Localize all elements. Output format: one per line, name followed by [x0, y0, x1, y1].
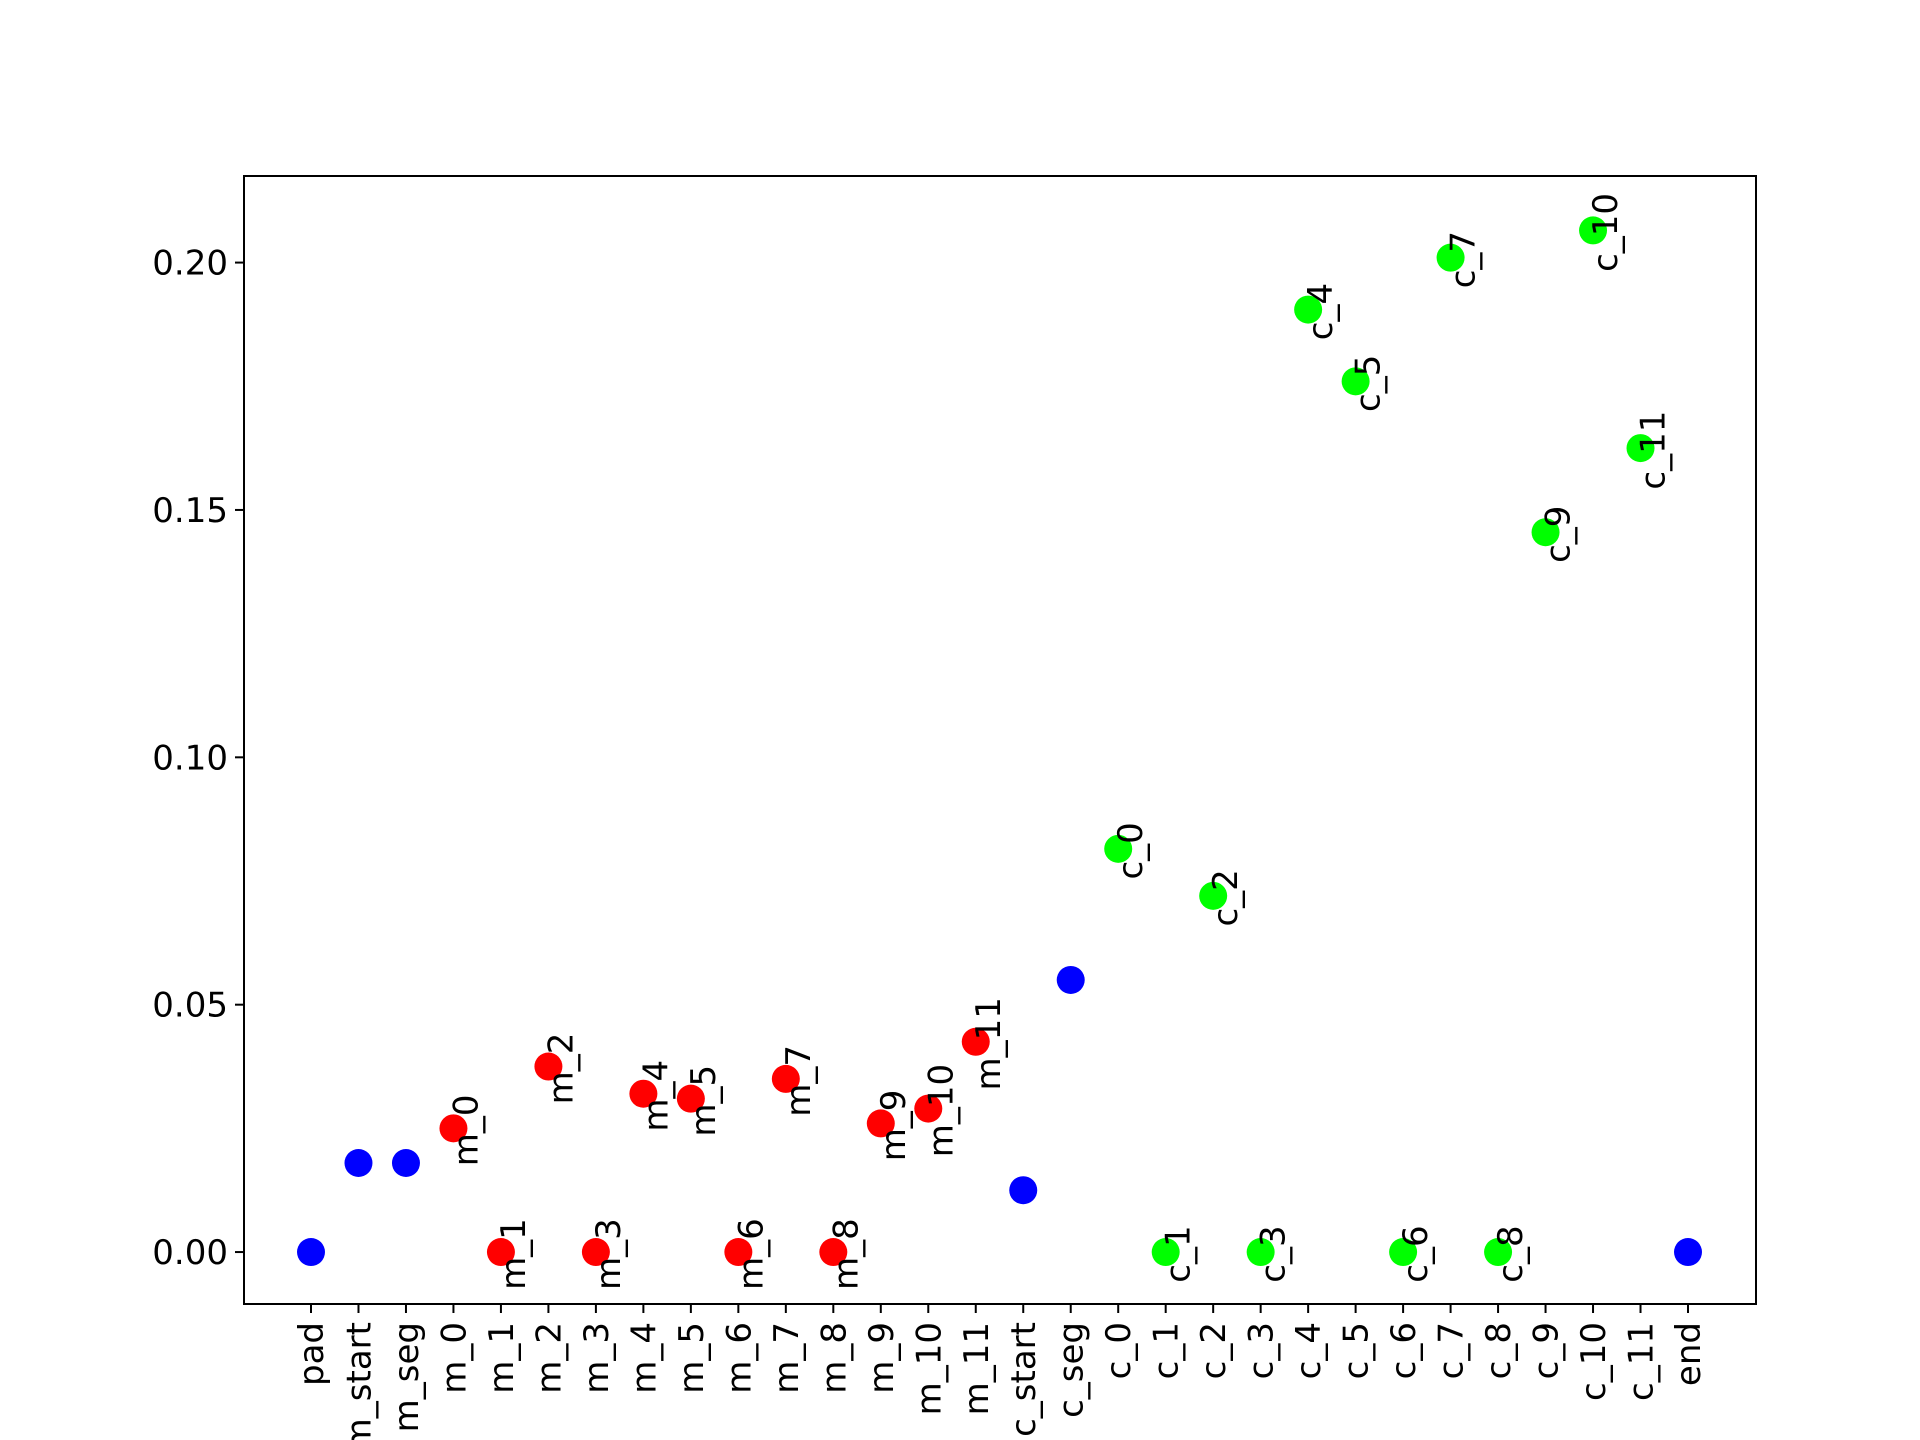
- data-point-m_2: [534, 1052, 563, 1081]
- point-label-m_11: m_11: [969, 997, 1009, 1090]
- point-label-c_9: c_9: [1539, 506, 1579, 563]
- data-point-m_5: [676, 1084, 705, 1113]
- x-tick-label: c_4: [1289, 1322, 1329, 1379]
- x-tick-label: c_10: [1574, 1322, 1614, 1401]
- point-label-m_2: m_2: [541, 1033, 581, 1105]
- data-point-m_3: [581, 1238, 610, 1267]
- x-tick-label: c_2: [1194, 1322, 1234, 1379]
- data-point-c_0: [1104, 834, 1133, 863]
- data-points: [297, 216, 1702, 1267]
- data-point-m_start: [344, 1149, 373, 1177]
- x-tick-label: c_seg: [1052, 1322, 1092, 1418]
- x-tick-label: m_1: [482, 1322, 522, 1394]
- y-tick-label: 0.15: [152, 491, 228, 531]
- point-label-m_6: m_6: [731, 1218, 771, 1290]
- x-tick-label: m_5: [672, 1322, 712, 1394]
- point-label-c_6: c_6: [1396, 1225, 1436, 1282]
- y-tick-label: 0.10: [152, 738, 228, 778]
- x-tick-label: c_start: [1004, 1322, 1044, 1437]
- plot-area-frame: [243, 175, 1757, 1305]
- point-label-c_3: c_3: [1254, 1225, 1294, 1282]
- x-tick-label: c_1: [1147, 1322, 1187, 1379]
- point-label-m_10: m_10: [921, 1064, 961, 1157]
- x-tick-label: m_2: [529, 1322, 569, 1394]
- x-tick-label: c_7: [1432, 1322, 1472, 1379]
- point-label-m_1: m_1: [494, 1218, 534, 1290]
- point-label-c_1: c_1: [1159, 1225, 1199, 1282]
- x-tick-label: c_11: [1622, 1322, 1662, 1401]
- point-label-c_8: c_8: [1491, 1225, 1531, 1282]
- point-label-m_9: m_9: [874, 1090, 914, 1162]
- data-point-m_seg: [391, 1149, 420, 1177]
- x-tick-label: pad: [292, 1322, 332, 1386]
- point-label-c_0: c_0: [1111, 822, 1151, 879]
- x-tick-label: c_8: [1479, 1322, 1519, 1379]
- data-point-m_7: [771, 1064, 800, 1093]
- data-point-m_11: [961, 1027, 990, 1056]
- data-point-c_6: [1389, 1238, 1418, 1267]
- data-point-m_9: [866, 1109, 895, 1138]
- x-tick-label: m_3: [577, 1322, 617, 1394]
- data-point-c_2: [1199, 881, 1228, 910]
- y-tick-label: 0.20: [152, 244, 228, 284]
- x-tick-label: m_7: [767, 1322, 807, 1394]
- x-tick-label: m_6: [719, 1322, 759, 1394]
- y-tick-label: 0.05: [152, 986, 228, 1026]
- point-label-m_3: m_3: [589, 1218, 629, 1290]
- point-label-c_5: c_5: [1349, 355, 1389, 412]
- point-labels: m_0 m_1 m_2 m_3 m_4 m_5 m_6 m_7 m_8 m_9 m_10m_11 c_…: [446, 193, 1673, 1290]
- data-point-c_8: [1484, 1238, 1513, 1267]
- data-point-c_4: [1294, 295, 1323, 324]
- point-label-m_0: m_0: [446, 1094, 486, 1166]
- point-label-c_2: c_2: [1206, 869, 1246, 926]
- x-tick-label: m_9: [862, 1322, 902, 1394]
- point-label-m_7: m_7: [779, 1045, 819, 1117]
- x-tick-label: m_10: [909, 1322, 949, 1415]
- data-point-c_9: [1531, 518, 1560, 547]
- x-axis: pad m_start m_seg m_0 m_1 m_2 m_3 m_4 m_5 m_6 m_7 m…: [292, 1304, 1709, 1440]
- x-tick-label: m_seg: [387, 1322, 427, 1432]
- x-tick-label: m_start: [339, 1322, 379, 1440]
- data-point-pad: [297, 1238, 325, 1267]
- point-label-m_5: m_5: [684, 1065, 724, 1137]
- x-tick-label: c_6: [1384, 1322, 1424, 1379]
- x-tick-label: c_3: [1242, 1322, 1282, 1379]
- y-tick-label: 0.00: [152, 1233, 228, 1273]
- data-point-m_0: [439, 1114, 468, 1143]
- data-point-c_3: [1246, 1238, 1275, 1267]
- x-tick-label: end: [1669, 1322, 1709, 1386]
- point-label-m_8: m_8: [826, 1218, 866, 1290]
- data-point-c_7: [1436, 243, 1465, 272]
- y-axis: 0.00 0.05 0.10 0.15 0.20: [152, 244, 244, 1273]
- point-label-c_7: c_7: [1444, 231, 1484, 288]
- point-label-c_11: c_11: [1634, 411, 1674, 490]
- data-point-c_11: [1626, 434, 1655, 463]
- data-point-m_1: [486, 1238, 515, 1267]
- x-tick-label: m_0: [434, 1322, 474, 1394]
- data-point-m_8: [819, 1238, 848, 1267]
- data-point-c_seg: [1056, 965, 1085, 994]
- data-point-m_10: [914, 1094, 943, 1123]
- point-label-c_10: c_10: [1586, 193, 1626, 272]
- data-point-c_5: [1341, 367, 1370, 396]
- x-tick-label: m_8: [814, 1322, 854, 1394]
- data-point-c_10: [1579, 216, 1608, 245]
- data-point-c_start: [1009, 1176, 1038, 1205]
- point-label-c_4: c_4: [1301, 283, 1341, 340]
- data-point-c_1: [1151, 1238, 1180, 1267]
- point-label-m_4: m_4: [636, 1060, 676, 1132]
- data-point-end: [1674, 1238, 1702, 1267]
- x-tick-label: c_5: [1337, 1322, 1377, 1379]
- x-tick-label: c_9: [1527, 1322, 1567, 1379]
- data-point-m_4: [629, 1079, 658, 1108]
- x-tick-label: m_4: [624, 1322, 664, 1394]
- data-point-m_6: [724, 1238, 753, 1267]
- x-tick-label: m_11: [957, 1322, 997, 1415]
- x-tick-label: c_0: [1099, 1322, 1139, 1379]
